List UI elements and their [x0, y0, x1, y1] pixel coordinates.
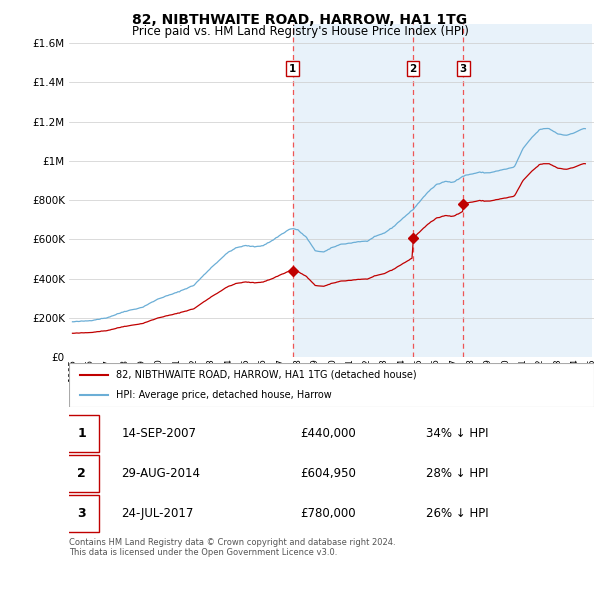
Text: 82, NIBTHWAITE ROAD, HARROW, HA1 1TG (detached house): 82, NIBTHWAITE ROAD, HARROW, HA1 1TG (de…	[116, 370, 417, 380]
Text: 1: 1	[77, 427, 86, 440]
FancyBboxPatch shape	[64, 455, 100, 491]
Text: 34% ↓ HPI: 34% ↓ HPI	[426, 427, 488, 440]
Text: 29-AUG-2014: 29-AUG-2014	[121, 467, 200, 480]
Text: £780,000: £780,000	[300, 507, 356, 520]
Bar	[293, 24, 592, 357]
Text: 28% ↓ HPI: 28% ↓ HPI	[426, 467, 488, 480]
Text: 2: 2	[409, 64, 417, 74]
FancyBboxPatch shape	[64, 495, 100, 532]
Text: This data is licensed under the Open Government Licence v3.0.: This data is licensed under the Open Gov…	[69, 548, 337, 556]
Text: 82, NIBTHWAITE ROAD, HARROW, HA1 1TG: 82, NIBTHWAITE ROAD, HARROW, HA1 1TG	[133, 13, 467, 27]
Text: Contains HM Land Registry data © Crown copyright and database right 2024.: Contains HM Land Registry data © Crown c…	[69, 538, 395, 547]
Text: 3: 3	[77, 507, 86, 520]
Text: Price paid vs. HM Land Registry's House Price Index (HPI): Price paid vs. HM Land Registry's House …	[131, 25, 469, 38]
Text: 1: 1	[289, 64, 296, 74]
Text: HPI: Average price, detached house, Harrow: HPI: Average price, detached house, Harr…	[116, 390, 332, 400]
FancyBboxPatch shape	[64, 415, 100, 452]
Text: 14-SEP-2007: 14-SEP-2007	[121, 427, 197, 440]
Text: £604,950: £604,950	[300, 467, 356, 480]
Text: £440,000: £440,000	[300, 427, 356, 440]
Text: 24-JUL-2017: 24-JUL-2017	[121, 507, 194, 520]
Text: 3: 3	[460, 64, 467, 74]
Text: 2: 2	[77, 467, 86, 480]
Text: 26% ↓ HPI: 26% ↓ HPI	[426, 507, 488, 520]
